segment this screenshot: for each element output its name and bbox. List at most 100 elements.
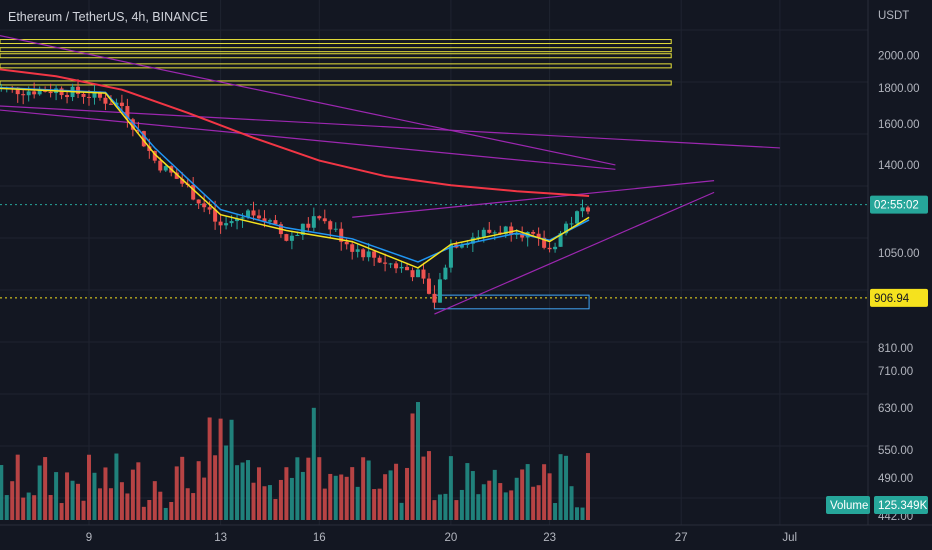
volume-bar — [394, 463, 399, 520]
candle-body — [366, 251, 371, 258]
volume-value-tag-bg — [874, 496, 928, 514]
candle-body — [410, 270, 415, 278]
candle-body — [487, 229, 492, 233]
candle-body — [251, 210, 256, 216]
candle-body — [432, 293, 437, 303]
candle-body — [339, 228, 344, 242]
chart-title: Ethereum / TetherUS, 4h, BINANCE — [8, 10, 208, 24]
volume-bar — [311, 407, 316, 520]
candle-body — [26, 91, 31, 96]
candle-body — [180, 178, 185, 184]
candle-body — [289, 235, 294, 241]
countdown-tag: 02:55:02 — [874, 200, 919, 212]
time-tick-label: Jul — [782, 532, 797, 544]
candlesticks — [0, 79, 590, 309]
candle-body — [229, 221, 234, 224]
candle-body — [152, 150, 157, 161]
volume-bar — [108, 488, 113, 520]
volume-bar — [366, 460, 371, 520]
candle-body — [196, 199, 201, 204]
volume-bar — [443, 493, 448, 520]
volume-value-tag: 125.349K — [878, 500, 928, 512]
price-axis: USDT 2000.00 1800.00 1600.00 1400.00 1050.00 9… — [867, 0, 932, 550]
candle-body — [569, 223, 574, 225]
candle-body — [163, 166, 168, 171]
volume-bar — [180, 456, 185, 520]
candle-body — [520, 233, 525, 238]
time-tick-label: 9 — [86, 532, 92, 544]
candle-body — [108, 103, 113, 105]
candle-body — [311, 216, 316, 228]
candle-body — [32, 91, 37, 95]
volume-bar — [361, 457, 366, 520]
volume-bar — [59, 503, 64, 520]
volume-label-tag-bg — [826, 496, 870, 514]
volume-bar — [43, 457, 48, 520]
volume-bar — [306, 457, 311, 520]
candle-body — [547, 247, 552, 250]
volume-bar — [125, 493, 130, 520]
volume-bar — [426, 451, 431, 520]
candle-body — [147, 146, 152, 151]
candle-body — [536, 233, 541, 238]
volume-bar — [383, 474, 388, 520]
volume-bar — [492, 469, 497, 520]
volume-bar — [240, 462, 245, 520]
volume-bar — [564, 455, 569, 520]
candle-body — [372, 251, 377, 258]
volume-bar — [531, 486, 536, 520]
volume-bar — [405, 467, 410, 520]
candle-body — [443, 267, 448, 280]
volume-bar — [553, 503, 558, 520]
volume-bar — [37, 465, 42, 520]
time-tick-label: 23 — [543, 532, 556, 544]
candle-body — [328, 221, 333, 230]
volume-bar — [300, 471, 305, 520]
candle-body — [416, 269, 420, 278]
support-price-tag: 906.94 — [874, 293, 910, 305]
candle-body — [224, 223, 229, 226]
candle-body — [394, 263, 399, 269]
volume-bar — [377, 488, 382, 520]
time-tick-label: 20 — [445, 532, 458, 544]
volume-bar — [421, 456, 426, 520]
volume-bar — [224, 445, 229, 520]
price-tick-label: 1400.00 — [878, 160, 920, 172]
volume-bar — [185, 488, 190, 520]
resistance-lines — [0, 39, 868, 310]
volume-bar — [514, 477, 519, 520]
candle-body — [37, 89, 42, 95]
volume-bar — [158, 491, 163, 520]
price-axis-unit: USDT — [878, 10, 909, 22]
volume-bar — [202, 477, 207, 520]
volume-bar — [525, 464, 530, 520]
volume-bar — [328, 473, 333, 520]
volume-bar — [509, 490, 514, 520]
volume-bar — [152, 481, 157, 520]
chart-grid — [0, 0, 868, 525]
candle-body — [575, 211, 580, 224]
candle-body — [317, 216, 322, 219]
volume-bar — [295, 457, 300, 520]
candle-body — [141, 131, 146, 147]
candle-body — [15, 87, 20, 95]
volume-bar — [114, 453, 119, 520]
volume-bar — [333, 475, 338, 520]
volume-bar — [536, 485, 541, 520]
resistance-line — [0, 39, 672, 45]
candle-body — [207, 207, 212, 210]
volume-bar — [65, 472, 70, 520]
volume-bar — [355, 486, 360, 520]
resistance-line — [0, 80, 672, 86]
volume-bar — [141, 506, 146, 520]
volume-bar — [119, 482, 124, 520]
volume-bar — [470, 471, 475, 520]
candle-body — [361, 249, 366, 258]
price-tick-label: 490.00 — [878, 473, 913, 485]
volume-bar — [235, 465, 240, 520]
candle-body — [476, 236, 481, 238]
price-range-box — [433, 294, 590, 310]
candle-body — [81, 93, 86, 97]
candle-body — [103, 97, 108, 104]
